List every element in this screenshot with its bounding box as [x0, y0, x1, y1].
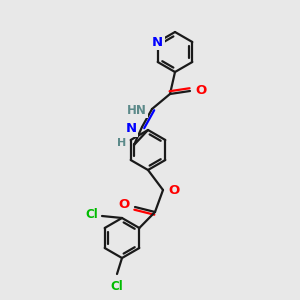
Text: Cl: Cl [85, 208, 98, 221]
Text: O: O [119, 199, 130, 212]
Text: O: O [168, 184, 179, 196]
Text: HN: HN [127, 103, 147, 116]
Text: Cl: Cl [111, 280, 123, 293]
Text: N: N [152, 35, 163, 49]
Text: N: N [126, 122, 137, 136]
Text: O: O [195, 85, 206, 98]
Text: H: H [117, 138, 126, 148]
